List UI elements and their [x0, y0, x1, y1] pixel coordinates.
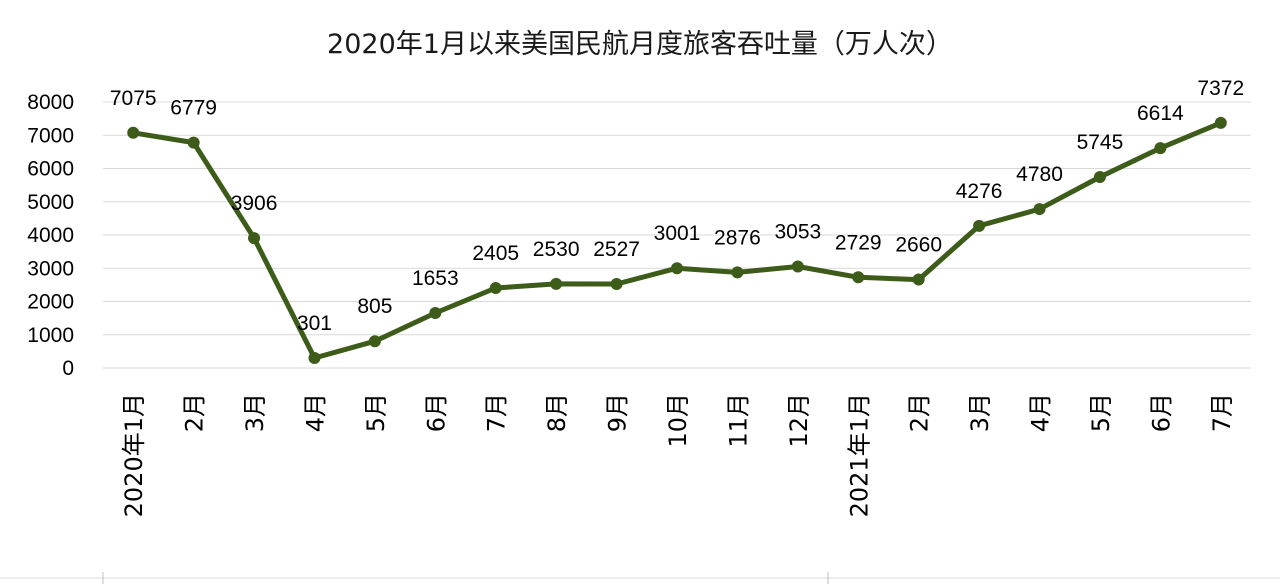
data-point: [1093, 170, 1106, 183]
data-label: 2876: [714, 226, 761, 249]
y-tick-label: 2000: [27, 291, 74, 314]
x-tick-label: 12月: [785, 393, 813, 448]
x-tick-label: 7月: [483, 393, 511, 432]
data-label: 2660: [895, 234, 942, 257]
x-tick-label: 3月: [241, 393, 269, 432]
x-tick-label: 4月: [1027, 393, 1055, 432]
y-tick-label: 5000: [27, 191, 74, 214]
data-label: 2729: [835, 231, 882, 254]
y-tick-label: 3000: [27, 257, 74, 280]
x-tick-label: 6月: [1147, 393, 1175, 432]
x-tick-label: 2月: [181, 393, 209, 432]
data-point: [731, 266, 744, 279]
series-points: [127, 116, 1227, 364]
data-label: 2527: [593, 238, 640, 261]
data-label: 6614: [1137, 102, 1184, 125]
data-point: [671, 262, 683, 275]
x-tick-label: 7月: [1208, 393, 1236, 432]
data-point: [1154, 142, 1167, 155]
data-point: [550, 277, 563, 290]
x-tick-label: 8月: [543, 393, 571, 432]
y-tick-label: 4000: [27, 224, 74, 247]
x-tick-label: 2020年1月: [120, 393, 148, 517]
data-label: 5745: [1077, 131, 1124, 154]
x-tick-label: 3月: [966, 393, 994, 432]
data-point: [187, 136, 200, 149]
x-tick-label: 9月: [604, 393, 632, 432]
data-label: 805: [357, 295, 392, 318]
y-tick-label: 1000: [27, 324, 74, 347]
x-tick-label: 11月: [724, 393, 752, 448]
data-label: 7372: [1197, 77, 1244, 100]
data-label: 1653: [412, 267, 459, 290]
data-point: [610, 277, 623, 290]
data-point: [127, 126, 140, 139]
data-point: [973, 219, 986, 232]
x-tick-label: 5月: [1087, 393, 1115, 432]
data-point: [248, 232, 261, 245]
data-label: 3053: [774, 220, 821, 243]
y-tick-label: 0: [62, 357, 74, 380]
y-tick-label: 7000: [27, 124, 74, 147]
data-label: 4780: [1016, 163, 1063, 186]
data-point: [1033, 203, 1046, 216]
x-tick-label: 2月: [906, 393, 934, 432]
data-point: [1214, 116, 1227, 129]
x-tick-label: 10月: [664, 393, 692, 448]
x-axis-tick-labels: 2020年1月 2月 3月 4月 5月 6月 7月 8月 9月 10月 11月 12月 2021年1月 2…: [120, 393, 1236, 517]
y-axis-tick-labels: 0 1000 2000 3000 4000 5000 6000 7000 8000: [27, 91, 74, 380]
data-label: 2530: [533, 238, 580, 261]
data-label: 3906: [231, 192, 278, 215]
data-point: [308, 351, 321, 364]
data-label: 3001: [654, 222, 701, 245]
data-point: [852, 271, 865, 284]
x-tick-label: 5月: [362, 393, 390, 432]
data-point: [912, 273, 925, 286]
x-tick-label: 4月: [301, 393, 329, 432]
y-tick-label: 8000: [27, 91, 74, 114]
data-label: 2405: [472, 242, 519, 265]
data-point: [489, 282, 502, 295]
data-label: 4276: [956, 180, 1003, 203]
x-tick-label: 2021年1月: [845, 393, 873, 517]
data-point: [791, 260, 804, 273]
grid-lines: [103, 101, 1251, 369]
data-label: 301: [297, 312, 332, 335]
data-point: [368, 335, 381, 348]
data-labels: 7075 6779 3906 301 805 1653 2405 2530 2527 3001 28…: [110, 77, 1244, 335]
bottom-category-axis: [0, 572, 1280, 584]
data-point: [429, 307, 442, 320]
x-tick-label: 6月: [422, 393, 450, 432]
data-label: 6779: [170, 97, 217, 120]
y-tick-label: 6000: [27, 158, 74, 181]
data-label: 7075: [110, 87, 157, 110]
chart-title: 2020年1月以来美国民航月度旅客吞吐量（万人次）: [327, 29, 953, 60]
